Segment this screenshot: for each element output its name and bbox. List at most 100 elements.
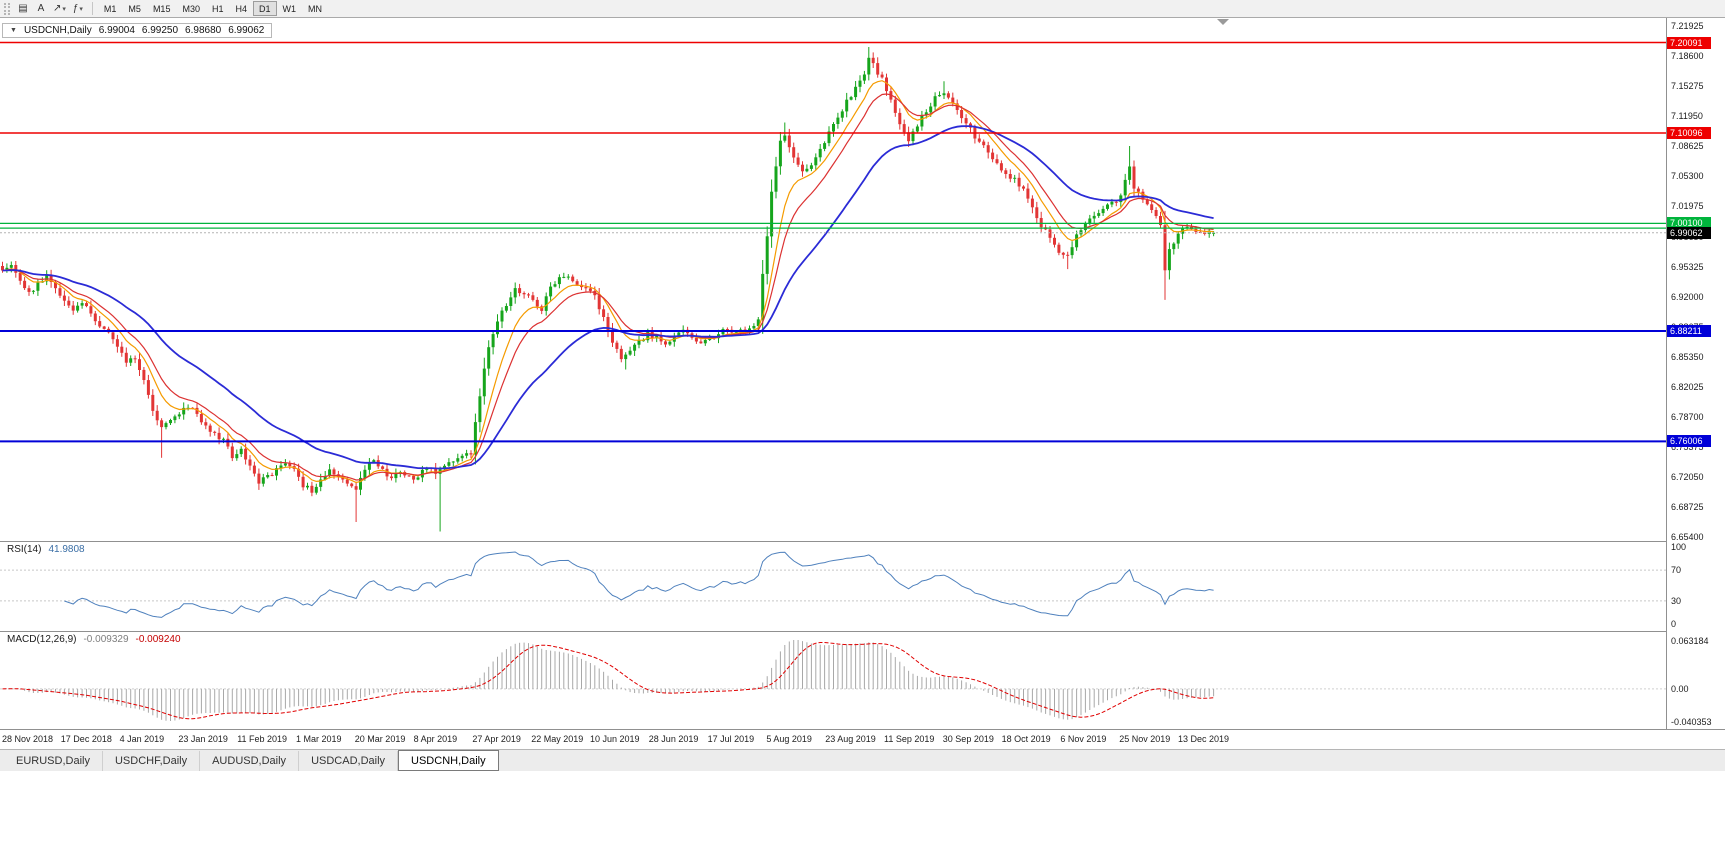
date-label: 17 Jul 2019 (707, 734, 755, 744)
price-badge: 7.20091 (1667, 37, 1711, 49)
time-axis[interactable]: 28 Nov 2018 17 Dec 2018 4 Jan 2019 23 Jan 2… (0, 729, 1725, 749)
draw-tool-button[interactable]: ↗ ▾ (50, 1, 69, 17)
date-label: 20 Mar 2019 (354, 734, 406, 744)
rsi-label: RSI(14) (7, 544, 42, 555)
timeframe-button-m30[interactable]: M30 (182, 3, 200, 14)
macd-axis-label: 0.063184 (1671, 636, 1709, 646)
macd-main-value: -0.009329 (83, 634, 129, 645)
axis-separator (1666, 18, 1667, 729)
price-axis-label: 7.05300 (1671, 171, 1704, 181)
timeframe-buttons-group: M1 M5 M15 M30 H1 H4 D1 W1 MN (98, 1, 328, 16)
macd-indicator-panel[interactable]: MACD(12,26,9) -0.009329 -0.009240 (0, 632, 1666, 729)
timeframe-button-h4[interactable]: H4 (235, 3, 247, 14)
price-axis-label: 6.95325 (1671, 262, 1704, 272)
timeframe-button-mn[interactable]: MN (308, 3, 323, 14)
charts-button[interactable]: ▤ (14, 1, 32, 17)
panel-separator[interactable] (0, 631, 1725, 632)
price-axis-label: 7.01975 (1671, 201, 1704, 211)
legend-open: 6.99004 (98, 25, 135, 36)
ma-line-34 (2, 125, 1214, 470)
one-click-trading-toggle-icon[interactable]: ▼ (10, 27, 17, 34)
trendline-icon: ↗ (53, 2, 62, 14)
date-label: 22 May 2019 (531, 734, 584, 744)
price-axis-label: 6.78700 (1671, 412, 1704, 422)
price-badge: 7.10096 (1667, 127, 1711, 139)
indicator-icon: ƒ (72, 2, 79, 14)
toolbar: ▤ A ↗ ▾ ƒ ▾ M1 M5 M15 M30 H1 H4 D1 W1 MN (0, 0, 1725, 18)
rsi-value: 41.9808 (48, 544, 85, 555)
date-label: 23 Aug 2019 (825, 734, 876, 744)
toolbar-separator (91, 2, 93, 15)
toolbar-tools-group: ▤ A ↗ ▾ ƒ ▾ (14, 1, 87, 17)
chevron-down-icon: ▾ (62, 5, 66, 13)
rsi-axis-label: 30 (1671, 596, 1682, 606)
date-label: 5 Aug 2019 (766, 734, 812, 744)
price-badge: 7.00100 (1667, 217, 1711, 229)
date-label: 30 Sep 2019 (942, 734, 994, 744)
price-axis-label: 6.68725 (1671, 502, 1704, 512)
price-badge: 6.76006 (1667, 435, 1711, 447)
macd-histogram-layer (6, 640, 1215, 721)
date-label: 13 Dec 2019 (1178, 734, 1230, 744)
price-axis-label: 6.72050 (1671, 472, 1704, 482)
date-label: 6 Nov 2019 (1060, 734, 1107, 744)
panel-separator[interactable] (0, 541, 1725, 542)
date-label: 17 Dec 2018 (60, 734, 112, 744)
macd-axis-label: 0.00 (1671, 684, 1689, 694)
rsi-axis-label: 100 (1671, 542, 1687, 552)
horizontal-lines-layer (0, 41, 1666, 443)
price-axis-label: 6.82025 (1671, 382, 1704, 392)
window-background (0, 771, 1725, 848)
price-axis-label: 6.75375 (1671, 442, 1704, 452)
date-label: 18 Oct 2019 (1001, 734, 1051, 744)
text-tool-button[interactable]: A (32, 1, 50, 17)
timeframe-button-m5[interactable]: M5 (128, 3, 141, 14)
price-axis-label: 7.08625 (1671, 141, 1704, 151)
moving-averages-layer (2, 80, 1214, 484)
date-label: 28 Nov 2018 (2, 734, 54, 744)
macd-signal-line (2, 642, 1214, 720)
rsi-indicator-panel[interactable]: RSI(14) 41.9808 (0, 542, 1666, 631)
indicator-tool-button[interactable]: ƒ ▾ (69, 1, 87, 17)
timeframe-button-w1[interactable]: W1 (282, 3, 297, 14)
price-axis[interactable]: 7.21925 7.18600 7.15275 7.11950 7.08625 7.053… (1667, 18, 1725, 729)
chart-shift-marker-icon[interactable] (1217, 19, 1229, 25)
price-chart-canvas (0, 19, 1666, 532)
timeframe-button-m1[interactable]: M1 (103, 3, 117, 14)
chart-tab-usdcnh[interactable]: USDCNH,Daily (398, 750, 499, 771)
legend-symbol: USDCNH,Daily (23, 25, 92, 36)
chart-tab-usdcad[interactable]: USDCAD,Daily (299, 750, 399, 771)
macd-axis-label: -0.040353 (1671, 717, 1712, 727)
price-axis-label: 7.18600 (1671, 51, 1704, 61)
macd-header: MACD(12,26,9) -0.009329 -0.009240 (5, 634, 183, 645)
candles-layer (1, 47, 1216, 532)
chart-tab-audusd[interactable]: AUDUSD,Daily (200, 750, 300, 771)
chart-legend: ▼ USDCNH,Daily 6.99004 6.99250 6.98680 6… (2, 23, 273, 38)
date-label: 11 Sep 2019 (884, 734, 935, 744)
timeframe-button-h1[interactable]: H1 (211, 3, 224, 14)
date-label: 1 Mar 2019 (296, 734, 342, 744)
timeframe-button-d1[interactable]: D1 (253, 1, 277, 16)
rsi-axis-label: 70 (1671, 565, 1682, 575)
timeframe-button-m15[interactable]: M15 (152, 3, 171, 14)
legend-high: 6.99250 (141, 25, 179, 36)
ma-line-13 (2, 93, 1214, 481)
macd-signal-value: -0.009240 (135, 634, 181, 645)
date-label: 8 Apr 2019 (413, 734, 458, 744)
price-axis-label: 6.92000 (1671, 292, 1704, 302)
chart-tab-eurusd[interactable]: EURUSD,Daily (4, 750, 103, 771)
legend-low: 6.98680 (185, 25, 222, 36)
date-label: 25 Nov 2019 (1119, 734, 1171, 744)
price-chart[interactable]: ▼ USDCNH,Daily 6.99004 6.99250 6.98680 6… (0, 18, 1666, 541)
rsi-axis-label: 0 (1671, 619, 1677, 629)
price-badge: 6.99062 (1667, 227, 1711, 239)
text-tool-icon: A (37, 2, 45, 14)
chart-tabs-bar: EURUSD,Daily USDCHF,Daily AUDUSD,Daily USDC… (0, 749, 1725, 771)
date-label: 28 Jun 2019 (648, 734, 699, 744)
date-label: 27 Apr 2019 (472, 734, 521, 744)
chart-tab-usdchf[interactable]: USDCHF,Daily (103, 750, 201, 771)
toolbar-grip[interactable] (4, 2, 10, 15)
macd-canvas (0, 640, 1666, 721)
date-label: 23 Jan 2019 (178, 734, 228, 744)
